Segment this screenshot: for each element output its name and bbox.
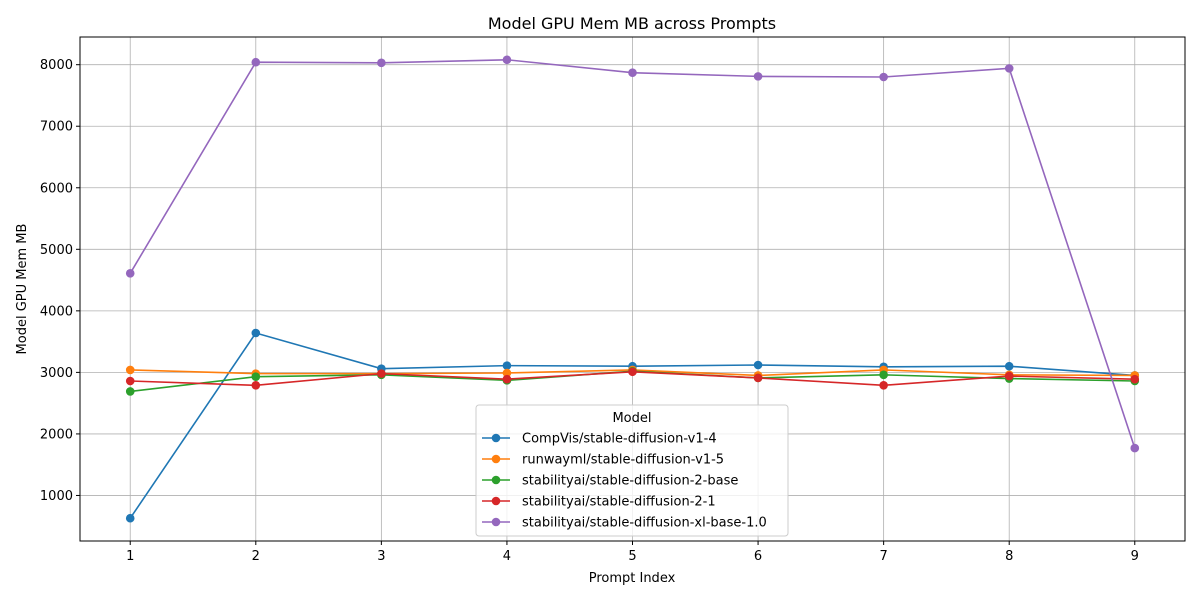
- data-point: [628, 68, 637, 77]
- data-point: [125, 365, 135, 375]
- series-5: [125, 55, 1140, 453]
- data-point: [251, 381, 261, 390]
- legend-marker: [491, 517, 501, 527]
- data-point: [1004, 64, 1014, 73]
- x-tick-label: 2: [252, 549, 260, 564]
- data-point: [628, 367, 637, 377]
- legend-label: runwayml/stable-diffusion-v1-5: [522, 453, 724, 468]
- legend-marker: [491, 433, 501, 443]
- data-point: [125, 269, 135, 278]
- data-point: [879, 72, 888, 82]
- data-point: [125, 513, 135, 523]
- data-point: [1004, 371, 1014, 381]
- series-layer: [125, 55, 1140, 523]
- y-tick-label: 8000: [40, 58, 73, 73]
- y-axis-ticks: 1000 2000 3000 4000 5000 6000 7000 8000: [40, 58, 80, 504]
- data-point: [251, 57, 261, 67]
- legend-item: runwayml/stable-diffusion-v1-5: [482, 453, 724, 468]
- y-tick-label: 6000: [40, 181, 73, 196]
- legend-marker: [491, 454, 501, 464]
- y-axis-label: Model GPU Mem MB: [15, 224, 30, 355]
- data-point: [879, 381, 888, 390]
- data-point: [125, 376, 135, 386]
- data-point: [377, 369, 386, 378]
- data-point: [251, 328, 261, 338]
- x-tick-label: 4: [503, 549, 511, 564]
- data-point: [753, 72, 763, 81]
- data-point: [1130, 443, 1140, 453]
- legend-items: CompVis/stable-diffusion-v1-4 runwayml/st…: [482, 432, 767, 531]
- x-tick-label: 8: [1005, 549, 1013, 564]
- x-tick-label: 5: [628, 549, 636, 564]
- x-axis-label: Prompt Index: [589, 571, 676, 586]
- x-tick-label: 3: [377, 549, 385, 564]
- data-point: [502, 55, 512, 65]
- y-tick-label: 3000: [40, 366, 73, 381]
- legend-item: stabilityai/stable-diffusion-2-base: [482, 474, 738, 489]
- data-point: [502, 368, 512, 378]
- y-tick-label: 7000: [40, 120, 73, 135]
- data-point: [125, 387, 135, 396]
- y-tick-label: 2000: [40, 427, 73, 442]
- x-tick-label: 6: [754, 549, 762, 564]
- x-tick-label: 1: [126, 549, 134, 564]
- legend-item: stabilityai/stable-diffusion-2-1: [482, 495, 716, 510]
- legend-label: stabilityai/stable-diffusion-2-1: [522, 495, 716, 510]
- legend-title: Model: [612, 411, 651, 426]
- y-tick-label: 5000: [40, 243, 73, 258]
- data-point: [753, 360, 763, 370]
- legend-box: [475, 404, 789, 537]
- data-point: [251, 372, 261, 381]
- legend-label: stabilityai/stable-diffusion-2-base: [522, 474, 738, 489]
- data-point: [753, 373, 763, 383]
- y-tick-label: 4000: [40, 304, 73, 319]
- data-point: [879, 370, 888, 380]
- legend-label: CompVis/stable-diffusion-v1-4: [522, 432, 717, 447]
- x-axis-ticks: 1 2 3 4 5 6 7 8 9: [126, 541, 1139, 564]
- x-tick-label: 7: [879, 549, 887, 564]
- legend-item: CompVis/stable-diffusion-v1-4: [482, 432, 717, 447]
- legend-item: stabilityai/stable-diffusion-xl-base-1.0: [482, 516, 767, 531]
- legend-marker: [491, 475, 501, 485]
- data-point: [1004, 361, 1014, 371]
- data-point: [1130, 374, 1140, 384]
- series-4: [125, 367, 1140, 390]
- chart-title: Model GPU Mem MB across Prompts: [488, 14, 776, 33]
- legend-marker: [491, 496, 501, 506]
- y-tick-label: 1000: [40, 489, 73, 504]
- data-point: [502, 361, 512, 370]
- legend-label: stabilityai/stable-diffusion-xl-base-1.0: [522, 516, 767, 531]
- data-point: [377, 58, 386, 68]
- legend: Model CompVis/stable-diffusion-v1-4 runwa…: [475, 404, 789, 537]
- x-tick-label: 9: [1131, 549, 1139, 564]
- data-point: [502, 374, 512, 384]
